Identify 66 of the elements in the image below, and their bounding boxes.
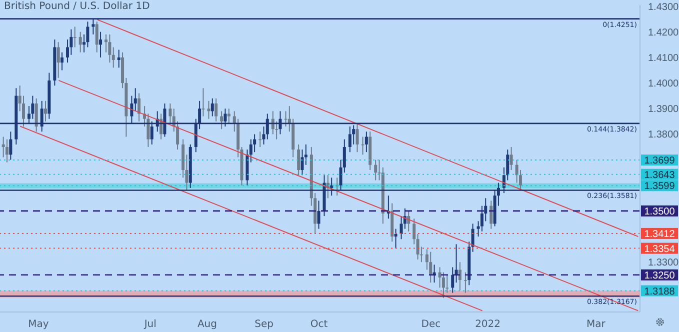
candlestick	[451, 266, 454, 294]
y-tick-label: 1.4100	[648, 52, 679, 64]
candlestick	[207, 100, 210, 120]
y-tick-label: 1.4000	[648, 78, 679, 90]
candlestick	[412, 218, 416, 245]
candlestick	[9, 131, 12, 160]
candlestick	[95, 21, 98, 53]
candlestick	[220, 110, 224, 130]
candlestick	[464, 272, 467, 294]
candlestick	[78, 31, 82, 53]
ref-line-label: 1.3699	[644, 156, 676, 167]
candlestick	[112, 46, 115, 68]
candlestick	[458, 262, 462, 291]
ref-line-label: 1.3643	[644, 170, 676, 181]
candlestick	[56, 42, 60, 78]
y-tick-label: 1.4200	[648, 27, 679, 38]
candlestick	[429, 251, 432, 284]
candlestick	[108, 34, 112, 64]
chart-title: British Pound / U.S. Dollar 1D	[4, 1, 150, 12]
ref-line-label: 1.3354	[644, 244, 676, 255]
candlestick	[138, 92, 141, 122]
y-tick-label: 1.3900	[648, 104, 679, 116]
candlestick	[99, 31, 102, 58]
ref-line-label: 1.3500	[644, 206, 676, 218]
candlestick	[356, 123, 359, 153]
candlestick	[210, 98, 214, 117]
x-tick-label: Mar	[586, 319, 606, 330]
y-tick-label: 1.3800	[648, 130, 679, 141]
ref-line-label: 1.3250	[644, 270, 676, 282]
candlestick	[60, 52, 64, 71]
candlestick	[394, 228, 398, 249]
candlestick	[34, 98, 38, 132]
candlestick	[134, 88, 137, 112]
candlestick	[168, 102, 172, 124]
candlestick	[227, 108, 230, 124]
candlestick	[300, 149, 304, 176]
candlestick	[374, 159, 378, 181]
y-tick-label: 1.3300	[648, 258, 679, 269]
x-tick-label: Aug	[197, 319, 217, 330]
ref-line-label: 1.3188	[644, 286, 676, 298]
ref-line-label: 1.3599	[644, 181, 676, 192]
candlestick	[214, 98, 218, 122]
candlestick	[202, 88, 205, 117]
candlestick	[117, 49, 120, 68]
candlestick	[31, 95, 34, 120]
x-tick-label: May	[28, 319, 49, 330]
candlestick	[364, 131, 368, 153]
candlestick	[6, 138, 8, 163]
x-tick-label: Oct	[310, 319, 328, 330]
x-tick-label: Dec	[421, 319, 441, 330]
candlestick	[348, 126, 352, 153]
candlestick	[297, 144, 300, 176]
candlestick	[317, 200, 320, 230]
candlestick	[510, 146, 513, 171]
candlestick	[262, 126, 266, 145]
candlestick	[416, 233, 420, 260]
candlestick	[471, 223, 474, 252]
candlestick	[490, 200, 493, 230]
candlestick	[304, 144, 308, 166]
x-tick-label: Sep	[254, 319, 274, 330]
x-tick-label: 2022	[475, 319, 501, 330]
y-tick-label: 1.4300	[648, 2, 679, 13]
candlestick	[44, 100, 48, 122]
candlestick	[73, 26, 76, 48]
x-tick-label: Jul	[143, 319, 156, 330]
ref-line-label: 1.3412	[644, 228, 676, 240]
